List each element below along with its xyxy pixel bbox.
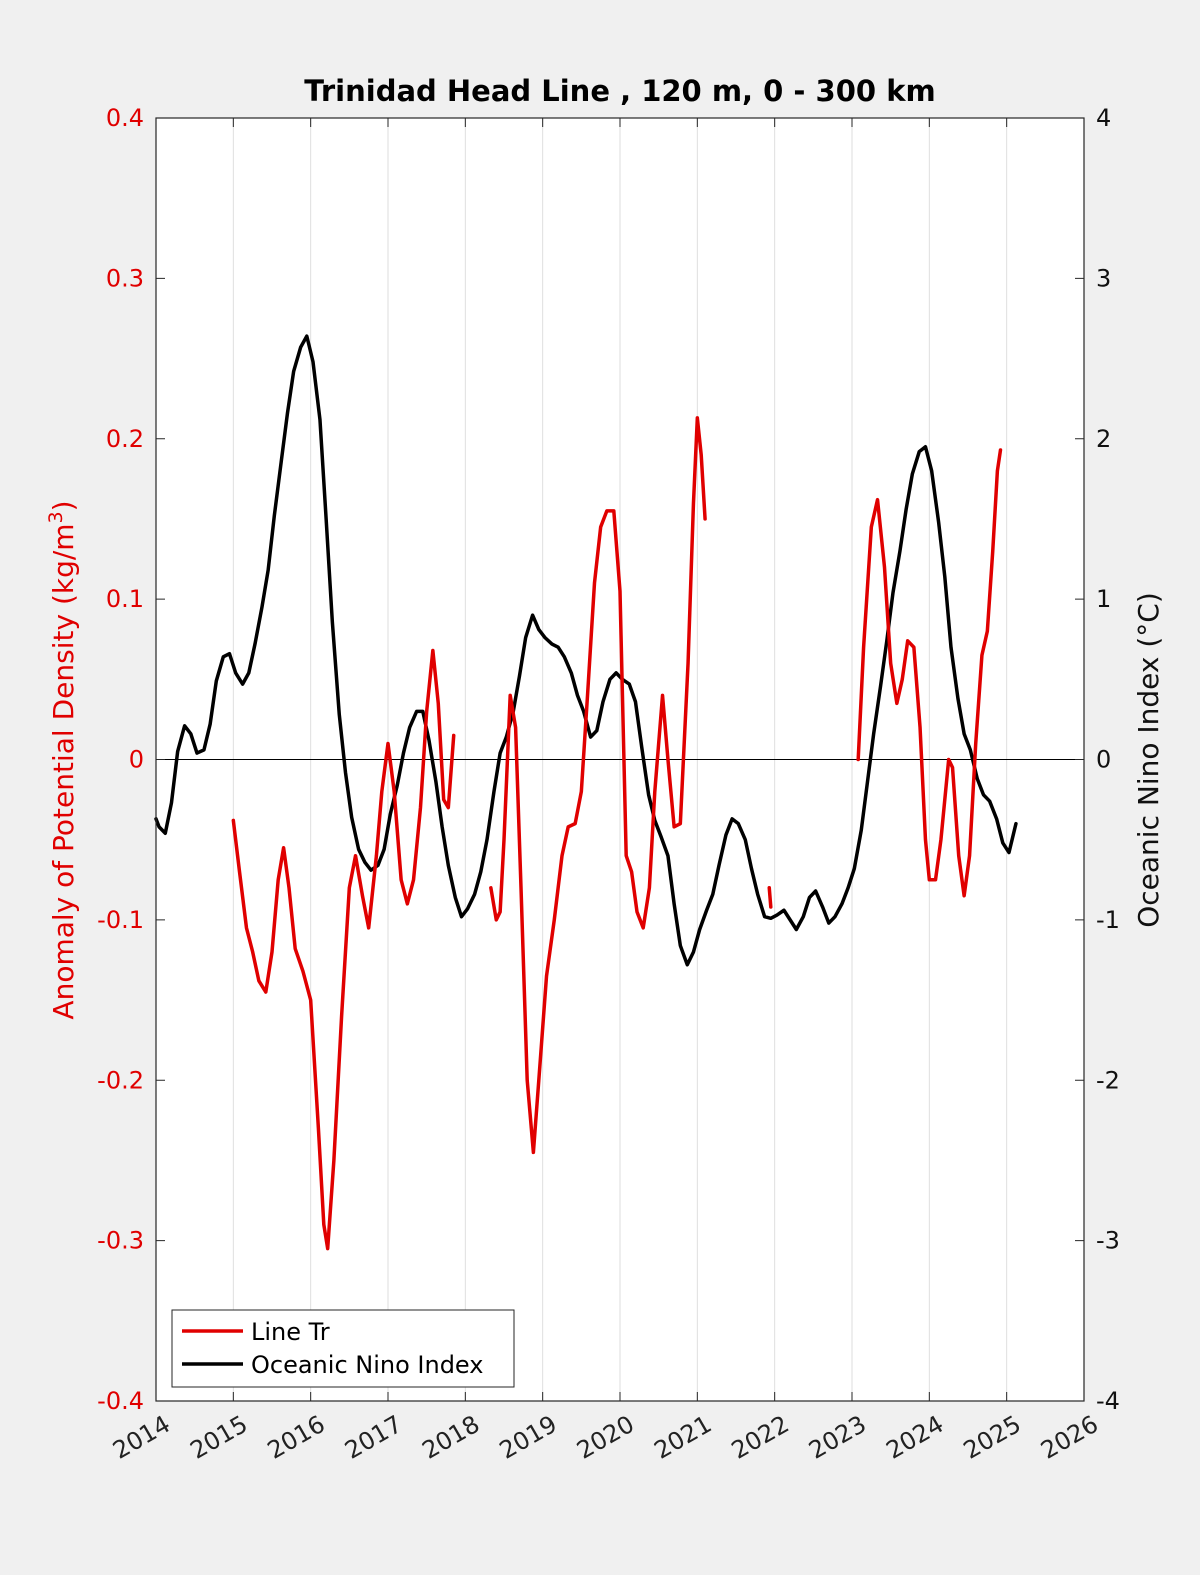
y-right-tick-label: -4: [1096, 1387, 1120, 1415]
y-left-tick-label: -0.4: [97, 1387, 144, 1415]
axis-ticks: [155, 117, 1085, 1402]
y-right-tick-label: 3: [1096, 264, 1111, 292]
y-right-tick-label: -2: [1096, 1066, 1120, 1094]
legend-label-line-tr: Line Tr: [251, 1318, 330, 1346]
series-layer: [154, 334, 1018, 1251]
y-axis-left-label-superscript: 3: [45, 511, 67, 523]
y-left-tick-label: -0.3: [97, 1227, 144, 1255]
y-right-tick-label: -3: [1096, 1227, 1120, 1255]
y-left-tick-label: 0: [129, 746, 144, 774]
y-axis-left-label-main: Anomaly of Potential Density (kg/m: [47, 523, 80, 1019]
chart-title: Trinidad Head Line , 120 m, 0 - 300 km: [304, 74, 935, 108]
y-left-tick-label: -0.2: [97, 1066, 144, 1094]
y-left-tick-label: -0.1: [97, 906, 144, 934]
series-line-line-tr-segment-1: [489, 416, 707, 1155]
y-left-tick-label: 0.2: [106, 425, 144, 453]
y-left-tick-label: 0.3: [106, 264, 144, 292]
series-line-line-tr-segment-2: [767, 886, 773, 909]
y-right-tick-label: -1: [1096, 906, 1120, 934]
legend-box: [171, 1309, 515, 1388]
legend: Line Tr Oceanic Nino Index: [171, 1309, 515, 1388]
series-line-oceanic-nino-index-segment-0: [154, 334, 1018, 967]
y-right-tick-label: 2: [1096, 425, 1111, 453]
series-line-line-tr-segment-3: [856, 448, 1003, 898]
y-left-tick-label: 0.1: [106, 585, 144, 613]
y-left-tick-label: 0.4: [106, 104, 144, 132]
y-right-tick-label: 1: [1096, 585, 1111, 613]
y-axis-right-label: Oceanic Nino Index (°C): [1132, 592, 1165, 928]
series-line-line-tr-segment-0: [231, 648, 456, 1251]
y-right-tick-label: 4: [1096, 104, 1111, 132]
y-axis-left-label-suffix: ): [47, 500, 80, 511]
y-axis-left-label: Anomaly of Potential Density (kg/m3): [45, 500, 80, 1019]
y-right-tick-label: 0: [1096, 746, 1111, 774]
legend-label-oni: Oceanic Nino Index: [251, 1351, 483, 1379]
